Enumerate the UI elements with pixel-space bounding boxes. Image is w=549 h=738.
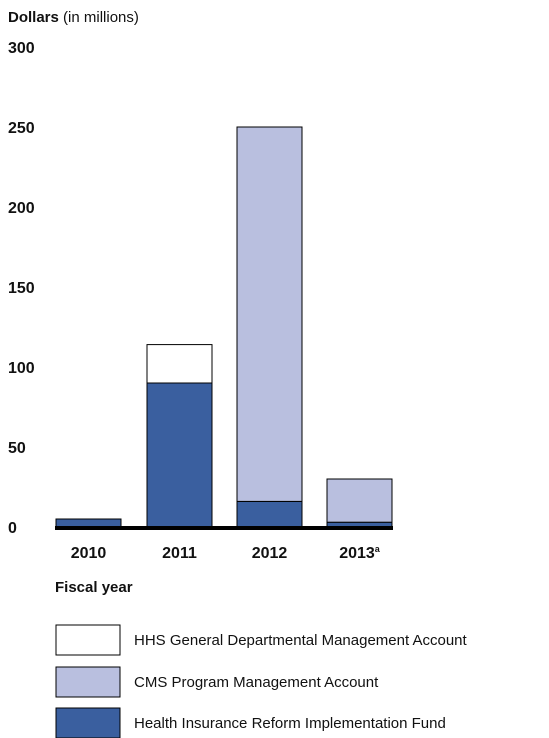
legend-label: Health Insurance Reform Implementation F… bbox=[134, 715, 446, 732]
y-tick-label: 250 bbox=[8, 120, 35, 137]
x-axis-title: Fiscal year bbox=[55, 579, 133, 596]
legend-item: HHS General Departmental Management Acco… bbox=[55, 624, 468, 656]
legend-swatch bbox=[55, 666, 121, 698]
bar-segment bbox=[146, 344, 213, 384]
x-tick-label: 2012 bbox=[252, 545, 288, 562]
legend-item: Health Insurance Reform Implementation F… bbox=[55, 707, 446, 738]
bar-segment bbox=[236, 500, 303, 528]
legend-swatch bbox=[55, 707, 121, 738]
y-tick-label: 0 bbox=[8, 520, 17, 537]
bar-segment bbox=[236, 126, 303, 502]
y-axis-ticks: 0 50 100 150 200 250 300 bbox=[8, 40, 35, 537]
bar-segment bbox=[146, 382, 213, 528]
y-tick-label: 100 bbox=[8, 360, 35, 377]
y-tick-label: 150 bbox=[8, 280, 35, 297]
bar-segment bbox=[55, 518, 122, 528]
legend-label: CMS Program Management Account bbox=[134, 674, 379, 691]
y-tick-label: 200 bbox=[8, 200, 35, 217]
y-axis-title: Dollars (in millions) bbox=[8, 9, 139, 26]
legend-label: HHS General Departmental Management Acco… bbox=[134, 632, 468, 649]
y-tick-label: 300 bbox=[8, 40, 35, 57]
x-axis-ticks: 2010 2011 2012 2013a bbox=[71, 544, 381, 562]
x-tick-label: 2010 bbox=[71, 545, 107, 562]
x-tick-label: 2011 bbox=[162, 545, 197, 562]
legend-item: CMS Program Management Account bbox=[55, 666, 379, 698]
x-tick-label: 2013a bbox=[339, 544, 381, 562]
legend-swatch bbox=[55, 624, 121, 656]
legend: HHS General Departmental Management Acco… bbox=[55, 624, 468, 738]
y-tick-label: 50 bbox=[8, 440, 26, 457]
bar-segment bbox=[326, 478, 393, 523]
bars bbox=[55, 126, 393, 528]
